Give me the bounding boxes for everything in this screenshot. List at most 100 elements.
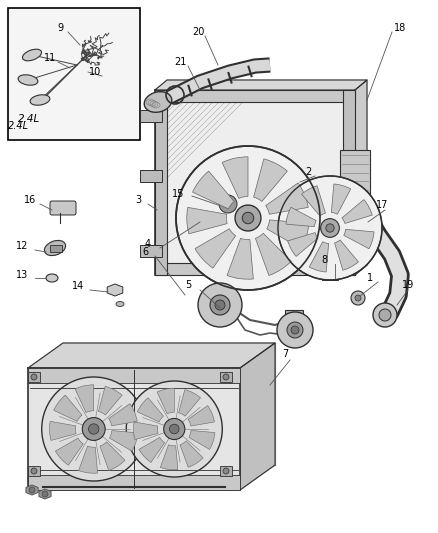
Wedge shape: [222, 157, 248, 198]
Ellipse shape: [46, 274, 58, 282]
Ellipse shape: [18, 75, 38, 85]
Circle shape: [88, 424, 99, 434]
Text: 2: 2: [305, 167, 311, 177]
Bar: [220, 372, 232, 382]
Circle shape: [379, 309, 391, 321]
Bar: [155, 90, 355, 102]
Bar: [28, 368, 240, 383]
Wedge shape: [75, 385, 94, 413]
Text: 2.4L: 2.4L: [18, 114, 40, 124]
Ellipse shape: [22, 49, 42, 61]
Wedge shape: [180, 441, 203, 467]
Wedge shape: [109, 403, 137, 426]
Wedge shape: [139, 438, 165, 463]
Bar: [50, 245, 62, 252]
Bar: [285, 310, 303, 322]
Bar: [28, 466, 40, 476]
Circle shape: [278, 176, 382, 280]
Text: 16: 16: [24, 195, 36, 205]
Wedge shape: [335, 240, 358, 270]
Circle shape: [235, 205, 261, 231]
Bar: [140, 245, 162, 257]
Text: 9: 9: [57, 23, 63, 33]
Wedge shape: [56, 438, 83, 465]
Wedge shape: [187, 207, 227, 234]
Text: 15: 15: [172, 189, 184, 199]
Bar: [155, 90, 167, 275]
Text: 12: 12: [16, 241, 28, 251]
Text: 4: 4: [145, 239, 151, 249]
Circle shape: [31, 374, 37, 380]
Bar: [140, 170, 162, 182]
Wedge shape: [188, 406, 215, 426]
Text: 10: 10: [89, 67, 101, 77]
Polygon shape: [107, 284, 123, 296]
Text: 14: 14: [72, 281, 84, 291]
Wedge shape: [195, 229, 236, 268]
Circle shape: [170, 424, 179, 434]
Wedge shape: [266, 183, 308, 214]
Polygon shape: [26, 485, 38, 495]
Circle shape: [326, 224, 334, 232]
Bar: [220, 466, 232, 476]
Wedge shape: [255, 233, 291, 276]
Bar: [28, 368, 240, 490]
Wedge shape: [110, 431, 138, 451]
Circle shape: [31, 468, 37, 474]
Circle shape: [164, 418, 185, 440]
Circle shape: [42, 377, 146, 481]
Polygon shape: [28, 343, 275, 368]
Circle shape: [176, 146, 320, 290]
Circle shape: [223, 374, 229, 380]
Text: 20: 20: [192, 27, 204, 37]
Wedge shape: [254, 159, 287, 201]
Text: 2.4L: 2.4L: [7, 121, 28, 131]
Bar: [343, 90, 355, 275]
Wedge shape: [227, 238, 253, 279]
Text: 11: 11: [44, 53, 56, 63]
Wedge shape: [267, 220, 309, 248]
Circle shape: [219, 195, 237, 213]
Circle shape: [351, 291, 365, 305]
Bar: [155, 90, 355, 275]
Circle shape: [126, 381, 222, 477]
Circle shape: [287, 322, 303, 338]
Circle shape: [260, 168, 270, 178]
Text: 7: 7: [282, 349, 288, 359]
Wedge shape: [100, 442, 125, 471]
Circle shape: [223, 468, 229, 474]
FancyBboxPatch shape: [50, 201, 76, 215]
Bar: [322, 270, 338, 280]
Bar: [340, 150, 370, 230]
Circle shape: [198, 283, 242, 327]
Text: 21: 21: [174, 57, 186, 67]
Wedge shape: [78, 446, 98, 473]
Polygon shape: [240, 343, 275, 490]
Wedge shape: [302, 185, 325, 216]
Polygon shape: [155, 80, 367, 90]
Wedge shape: [54, 395, 82, 421]
Polygon shape: [39, 489, 51, 499]
Bar: [28, 372, 40, 382]
Circle shape: [42, 491, 48, 497]
Text: 19: 19: [402, 280, 414, 290]
Circle shape: [215, 300, 225, 310]
Ellipse shape: [44, 240, 66, 256]
Text: 6: 6: [142, 247, 148, 257]
Wedge shape: [134, 422, 158, 440]
Bar: [140, 110, 162, 122]
Wedge shape: [157, 388, 174, 414]
Wedge shape: [286, 207, 316, 227]
Circle shape: [29, 487, 35, 493]
Wedge shape: [288, 232, 318, 256]
Text: 3: 3: [135, 195, 141, 205]
Ellipse shape: [30, 95, 50, 105]
Circle shape: [321, 219, 339, 237]
Wedge shape: [309, 242, 328, 272]
Ellipse shape: [144, 92, 172, 112]
Wedge shape: [342, 199, 372, 223]
Wedge shape: [193, 171, 234, 209]
Text: 5: 5: [185, 280, 191, 290]
Wedge shape: [189, 431, 215, 449]
Bar: [8, 8, 140, 140]
